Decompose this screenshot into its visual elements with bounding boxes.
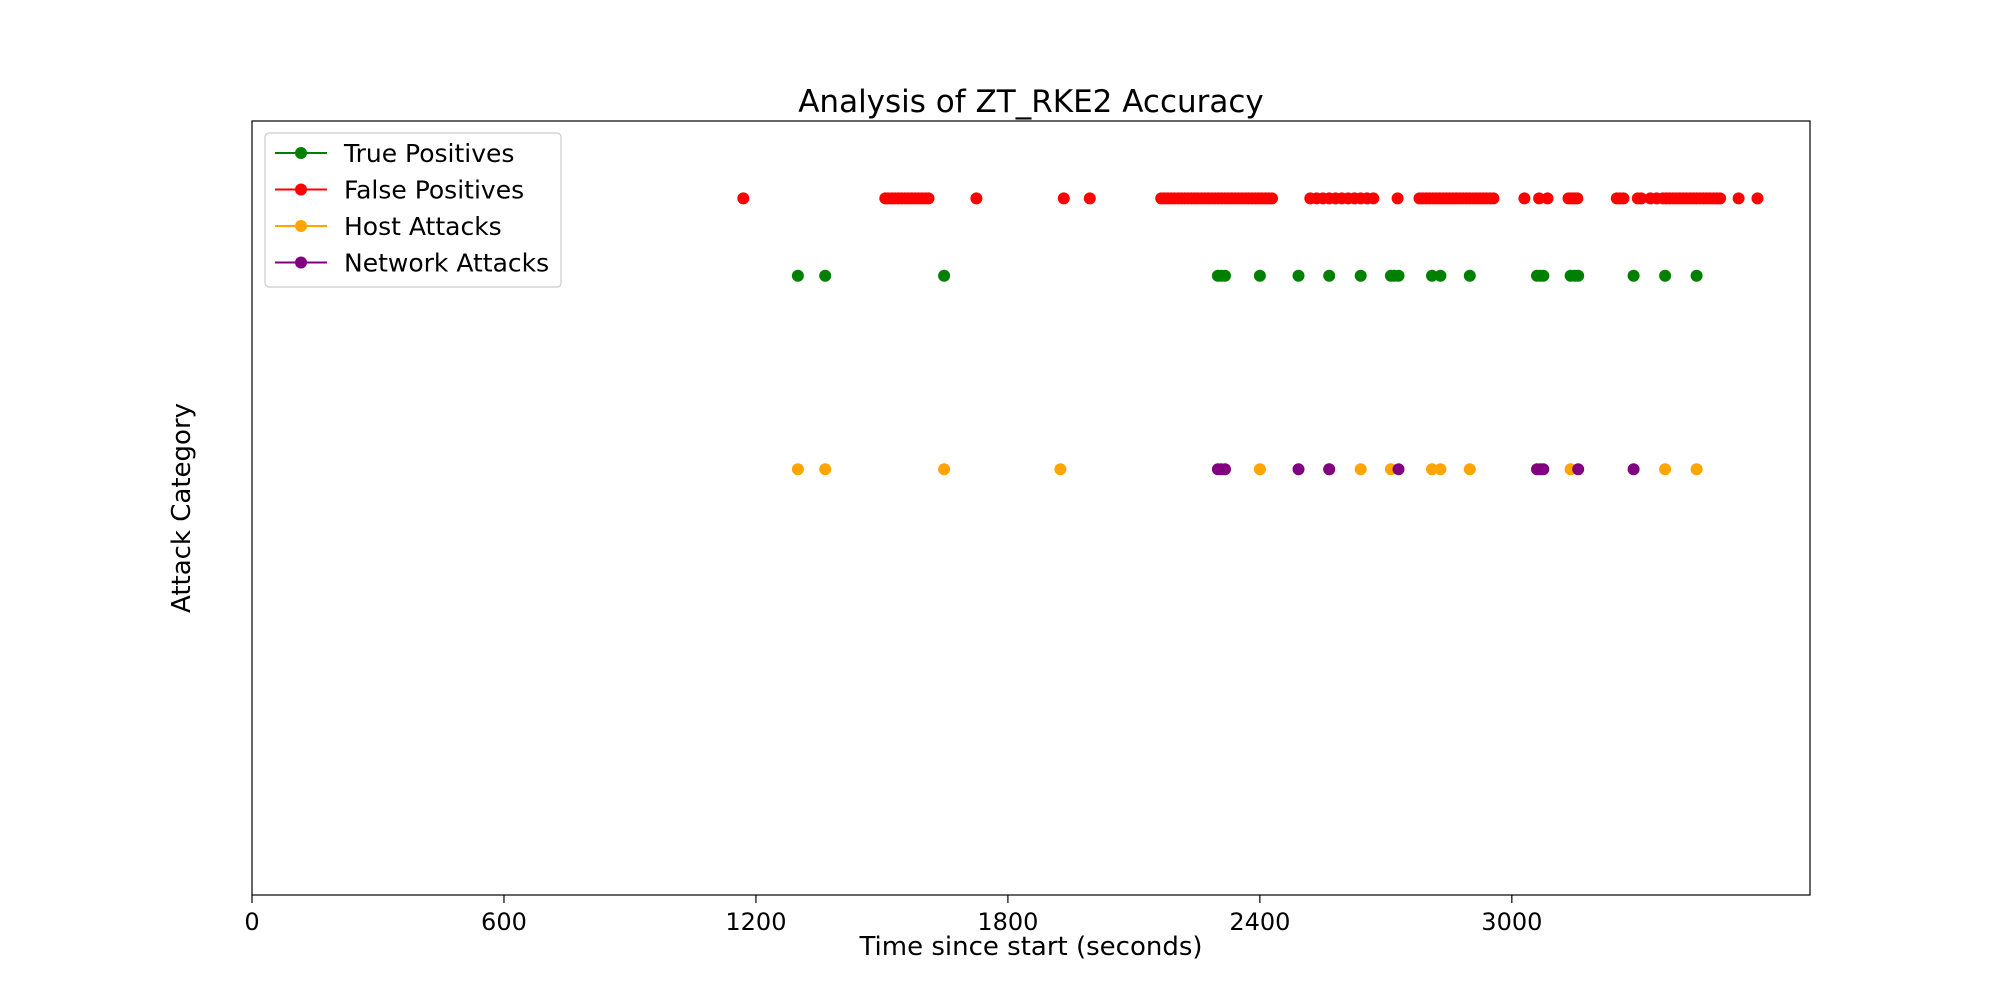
x-axis-label: Time since start (seconds) <box>858 932 1202 962</box>
point-false-positives-118 <box>1714 192 1727 205</box>
point-host-attacks-9 <box>1434 463 1447 476</box>
point-true-positives-2 <box>938 269 951 282</box>
point-host-attacks-8 <box>1426 463 1438 476</box>
point-false-positives-14 <box>922 192 935 205</box>
point-true-positives-21 <box>1572 269 1585 282</box>
point-host-attacks-13 <box>1690 463 1703 476</box>
point-network-attacks-9 <box>1572 463 1585 476</box>
point-network-attacks-10 <box>1627 463 1640 476</box>
legend-label-network-attacks: Network Attacks <box>344 249 549 278</box>
point-true-positives-23 <box>1659 269 1672 282</box>
chart-title: Analysis of ZT_RKE2 Accuracy <box>798 84 1264 120</box>
point-false-positives-86 <box>1487 192 1500 205</box>
point-false-positives-96 <box>1617 192 1630 205</box>
point-host-attacks-6 <box>1354 463 1367 476</box>
point-false-positives-89 <box>1541 192 1554 205</box>
point-true-positives-13 <box>1426 269 1438 282</box>
point-host-attacks-12 <box>1659 463 1672 476</box>
point-host-attacks-4 <box>1253 463 1266 476</box>
point-true-positives-22 <box>1627 269 1640 282</box>
series-false-positives <box>737 192 1764 205</box>
legend-label-host-attacks: Host Attacks <box>344 212 502 241</box>
point-false-positives-98 <box>1635 192 1648 205</box>
x-tick-label-3: 1800 <box>977 908 1038 936</box>
x-tick-label-0: 0 <box>244 908 259 936</box>
point-network-attacks-8 <box>1537 463 1550 476</box>
legend-entry-true-positives: True Positives <box>275 139 514 168</box>
legend-marker-network-attacks <box>295 256 307 269</box>
point-false-positives-120 <box>1751 192 1764 205</box>
point-true-positives-12 <box>1392 269 1405 282</box>
point-false-positives-63 <box>1391 192 1404 205</box>
legend-entry-false-positives: False Positives <box>275 176 524 205</box>
point-network-attacks-3 <box>1292 463 1305 476</box>
legend-entry-host-attacks: Host Attacks <box>275 212 502 241</box>
point-true-positives-1 <box>819 269 832 282</box>
point-true-positives-18 <box>1537 269 1550 282</box>
point-true-positives-8 <box>1323 269 1336 282</box>
point-host-attacks-2 <box>938 463 951 476</box>
legend: True Positives False Positives Host Attack… <box>264 132 562 288</box>
point-false-positives-119 <box>1732 192 1745 205</box>
point-false-positives-17 <box>1083 192 1096 205</box>
legend-marker-false-positives <box>295 183 307 196</box>
point-false-positives-93 <box>1571 192 1584 205</box>
point-host-attacks-10 <box>1463 463 1476 476</box>
plot-frame <box>251 120 1811 896</box>
point-network-attacks-2 <box>1219 463 1231 476</box>
x-axis-ticks: 0 600 1200 1800 2400 3000 <box>244 895 1542 936</box>
point-true-positives-24 <box>1690 269 1703 282</box>
point-false-positives-87 <box>1518 192 1531 205</box>
point-network-attacks-5 <box>1392 463 1405 476</box>
legend-marker-true-positives <box>295 147 307 159</box>
legend-entry-network-attacks: Network Attacks <box>275 249 549 278</box>
point-false-positives-15 <box>970 192 983 205</box>
x-tick-label-5: 3000 <box>1481 908 1542 936</box>
x-tick-label-4: 2400 <box>1229 908 1290 936</box>
point-false-positives-16 <box>1057 192 1070 205</box>
point-network-attacks-4 <box>1323 463 1336 476</box>
point-true-positives-14 <box>1434 269 1447 282</box>
point-true-positives-15 <box>1463 269 1476 282</box>
point-true-positives-5 <box>1219 269 1231 282</box>
series-network-attacks <box>1211 463 1640 476</box>
point-true-positives-9 <box>1354 269 1367 282</box>
point-host-attacks-0 <box>791 463 804 476</box>
y-axis-label: Attack Category <box>167 403 197 613</box>
point-false-positives-0 <box>737 192 750 205</box>
point-host-attacks-1 <box>819 463 832 476</box>
x-tick-label-2: 1200 <box>725 908 786 936</box>
point-host-attacks-3 <box>1054 463 1067 476</box>
point-true-positives-6 <box>1253 269 1266 282</box>
series-true-positives <box>791 269 1703 282</box>
point-false-positives-51 <box>1266 192 1278 205</box>
point-false-positives-62 <box>1367 192 1380 205</box>
point-true-positives-0 <box>791 269 804 282</box>
legend-marker-host-attacks <box>295 220 307 232</box>
point-false-positives-88 <box>1533 192 1546 205</box>
legend-label-true-positives: True Positives <box>343 139 514 168</box>
legend-label-false-positives: False Positives <box>344 176 524 205</box>
x-tick-label-1: 600 <box>481 908 527 936</box>
data-marks <box>737 192 1764 476</box>
legend-frame <box>264 132 562 288</box>
point-true-positives-7 <box>1292 269 1305 282</box>
